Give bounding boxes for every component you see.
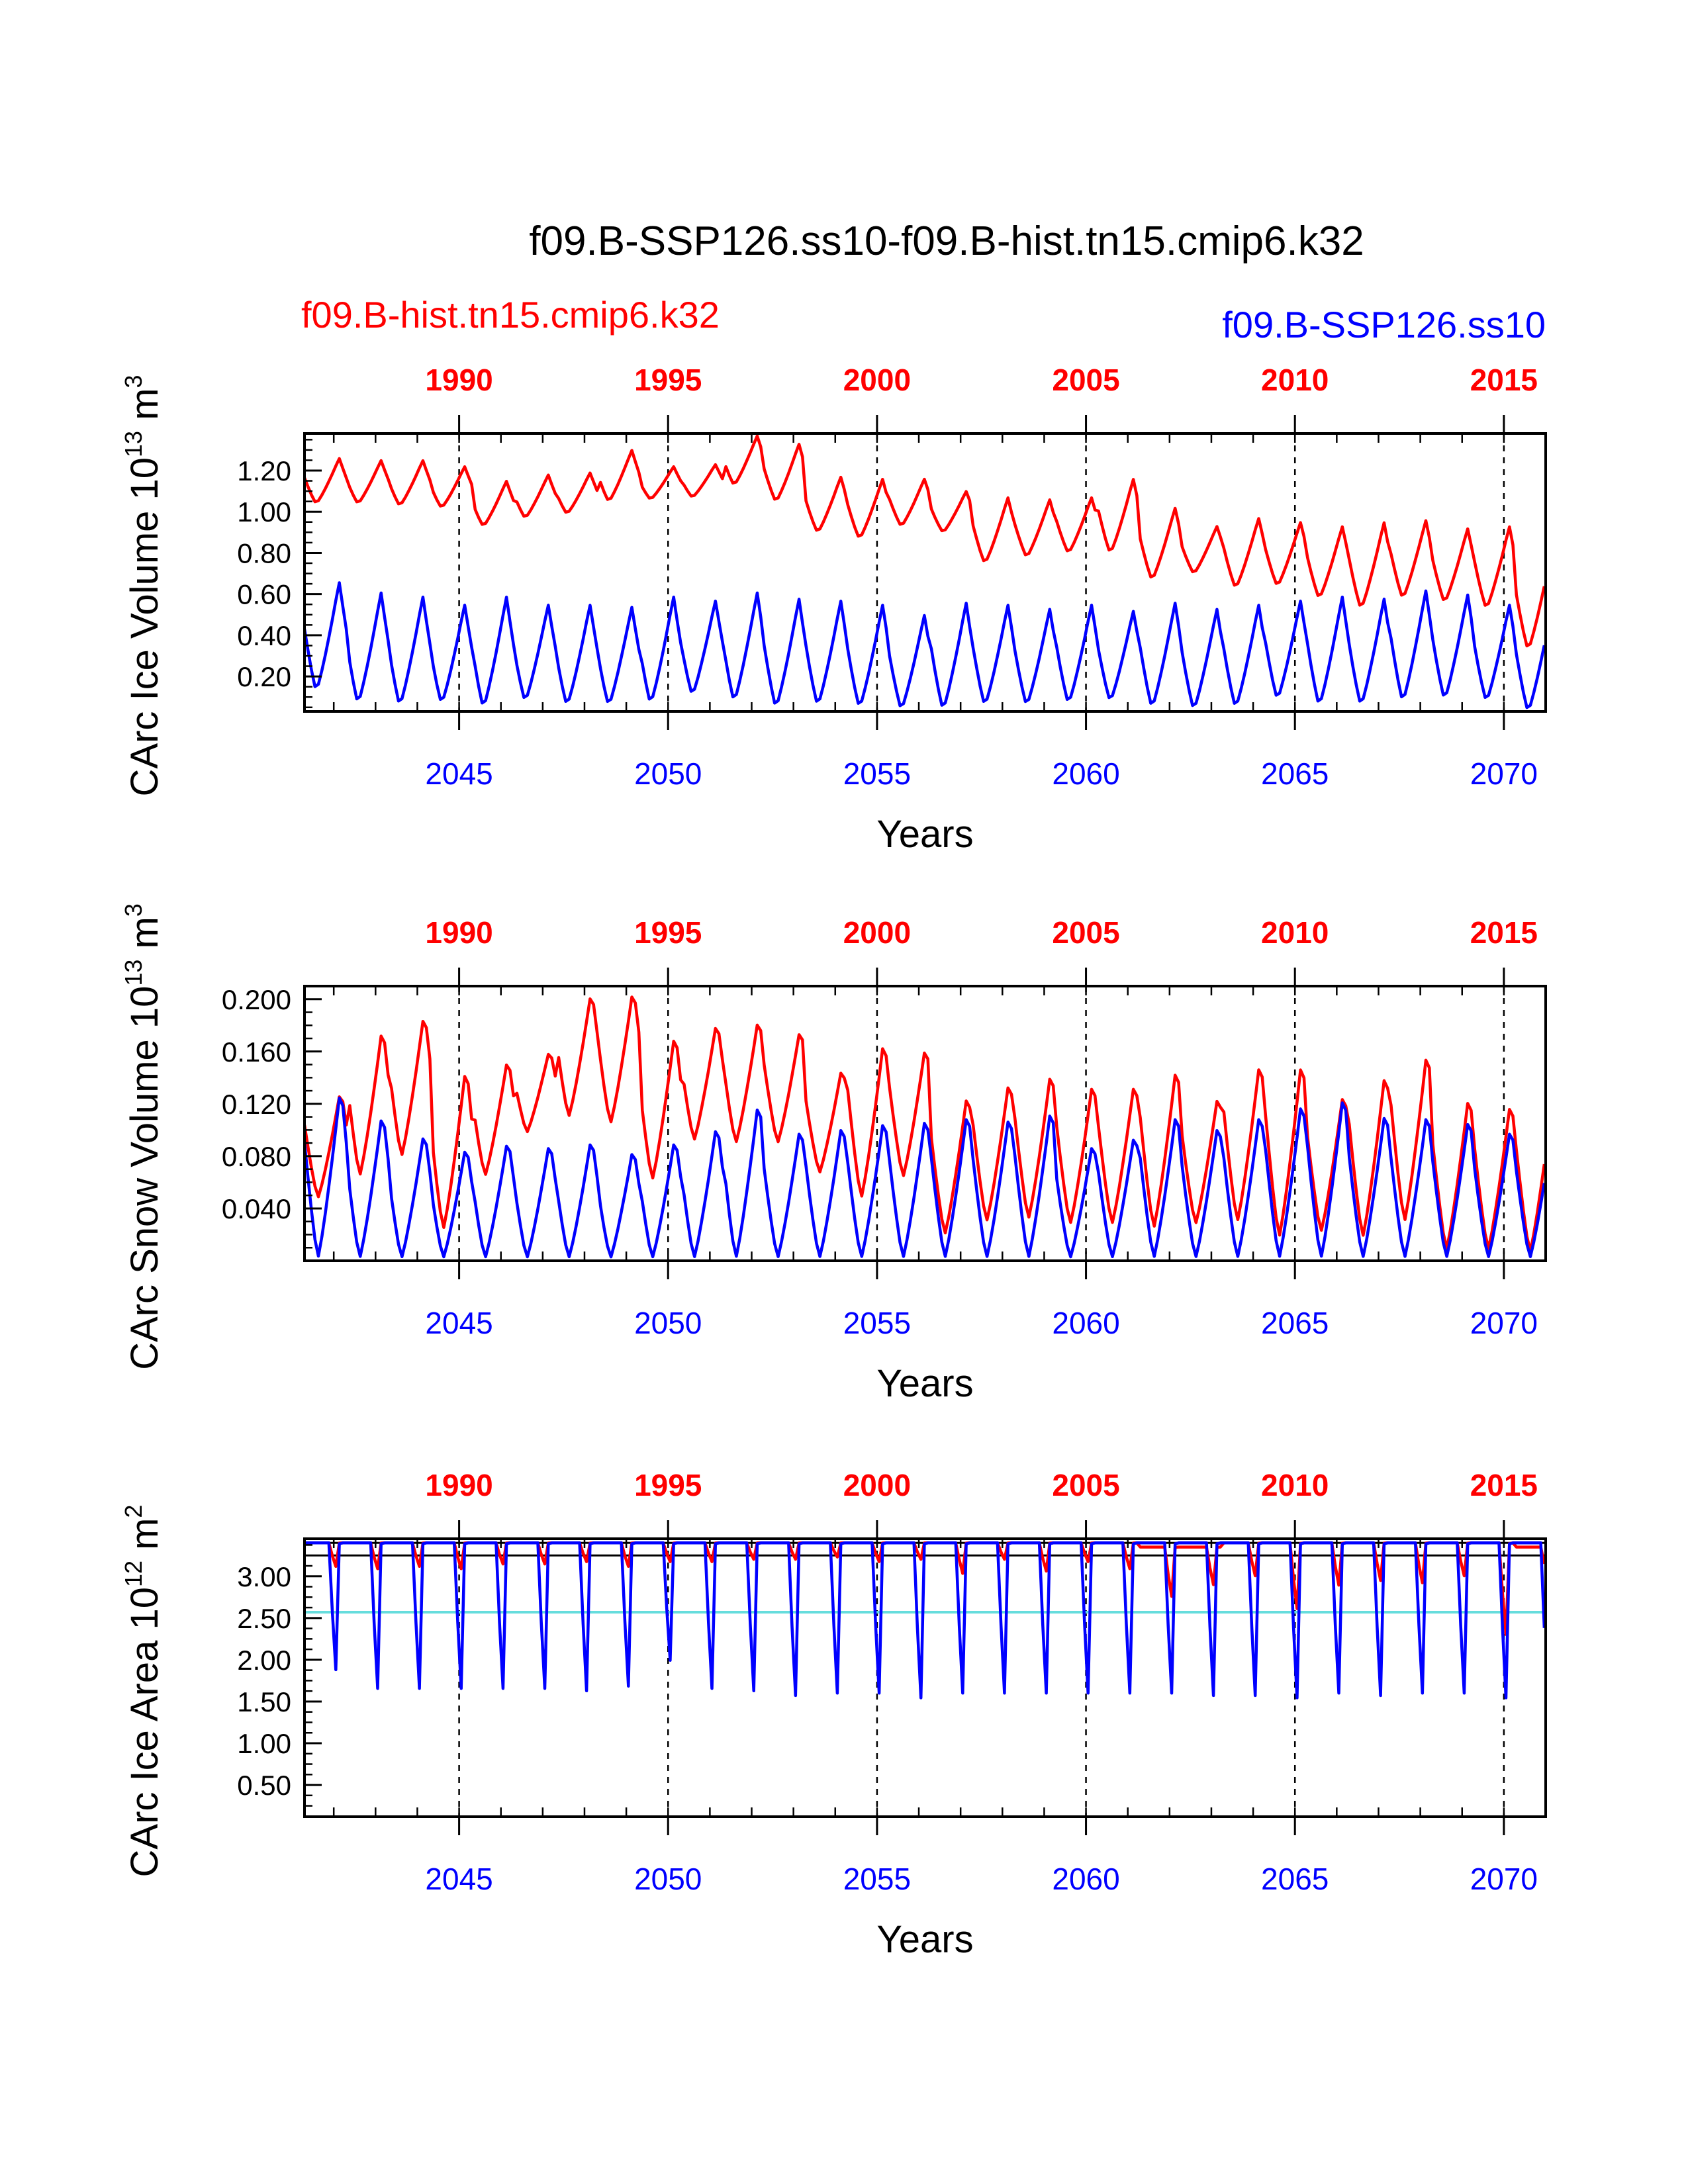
x-axis-label: Years	[876, 813, 973, 856]
bottom-tick-label: 2070	[1470, 756, 1538, 791]
plot-frame	[303, 985, 1547, 1262]
y-tick-label: 0.40	[237, 620, 291, 651]
x-axis-label: Years	[876, 1918, 973, 1961]
bottom-tick-label: 2050	[634, 1306, 702, 1340]
y-tick-label: 1.50	[237, 1686, 291, 1717]
top-tick-label: 2005	[1052, 915, 1119, 950]
y-tick-label: 2.00	[237, 1645, 291, 1676]
bottom-tick-label: 2070	[1470, 1306, 1538, 1340]
series-group	[305, 1541, 1546, 1700]
bottom-tick-label: 2055	[843, 1306, 911, 1340]
top-tick-label: 2015	[1470, 363, 1538, 397]
series-group	[305, 434, 1546, 709]
bottom-tick-label: 2060	[1052, 1306, 1119, 1340]
top-tick-label: 2015	[1470, 1468, 1538, 1502]
bottom-tick-label: 2045	[425, 756, 492, 791]
y-tick-label: 0.50	[237, 1770, 291, 1801]
bottom-tick-label: 2045	[425, 1862, 492, 1896]
bottom-tick-label: 2050	[634, 1862, 702, 1896]
series-line-hist	[305, 434, 1546, 648]
legend-hist-label: f09.B-hist.tn15.cmip6.k32	[301, 294, 720, 336]
y-tick-label: 1.00	[237, 1728, 291, 1759]
y-tick-label: 0.200	[222, 984, 291, 1015]
y-tick-label: 0.080	[222, 1141, 291, 1172]
plot-frame	[303, 1537, 1547, 1818]
y-tick-label: 0.160	[222, 1036, 291, 1068]
series-line-ssp	[305, 1541, 1546, 1700]
top-tick-label: 2015	[1470, 915, 1538, 950]
top-tick-label: 1990	[425, 1468, 492, 1502]
bottom-tick-label: 2070	[1470, 1862, 1538, 1896]
top-tick-label: 1990	[425, 363, 492, 397]
series-line-ssp	[305, 1096, 1546, 1259]
bottom-tick-label: 2045	[425, 1306, 492, 1340]
figure-title: f09.B-SSP126.ss10-f09.B-hist.tn15.cmip6.…	[529, 218, 1364, 264]
y-tick-label: 0.040	[222, 1193, 291, 1224]
series-group	[305, 995, 1546, 1259]
bottom-tick-label: 2050	[634, 756, 702, 791]
top-tick-label: 2010	[1261, 1468, 1329, 1502]
bottom-tick-label: 2055	[843, 756, 911, 791]
top-tick-label: 2000	[843, 915, 911, 950]
snow-volume-panel: 0.040 0.080 0.120 0.160 0.200 2045 2050 2055 206…	[120, 903, 1547, 1405]
legend-ssp-label: f09.B-SSP126.ss10	[1222, 304, 1546, 345]
top-tick-label: 1995	[634, 915, 702, 950]
top-tick-label: 2005	[1052, 363, 1119, 397]
plot-frame	[303, 432, 1547, 713]
y-tick-label: 0.80	[237, 537, 291, 569]
y-tick-label: 0.120	[222, 1089, 291, 1120]
series-line-ssp	[305, 581, 1546, 709]
top-tick-label: 1995	[634, 363, 702, 397]
y-tick-label: 3.00	[237, 1561, 291, 1592]
y-tick-label: 0.20	[237, 661, 291, 692]
bottom-tick-label: 2060	[1052, 756, 1119, 791]
bottom-tick-label: 2065	[1261, 1306, 1329, 1340]
ice-volume-panel: 0.20 0.40 0.60 0.80 1.00 1.20 2045 2050 2055 2060…	[120, 363, 1547, 856]
y-tick-label: 0.60	[237, 579, 291, 610]
top-tick-label: 1990	[425, 915, 492, 950]
top-tick-label: 2005	[1052, 1468, 1119, 1502]
top-tick-label: 2010	[1261, 915, 1329, 950]
bottom-tick-label: 2055	[843, 1862, 911, 1896]
y-tick-label: 1.20	[237, 455, 291, 486]
bottom-tick-label: 2065	[1261, 756, 1329, 791]
y-tick-label: 2.50	[237, 1603, 291, 1634]
top-tick-label: 2000	[843, 363, 911, 397]
top-tick-label: 1995	[634, 1468, 702, 1502]
y-axis-label: CArc Ice Area 1012 m2	[120, 1505, 166, 1878]
bottom-tick-label: 2065	[1261, 1862, 1329, 1896]
top-tick-label: 2000	[843, 1468, 911, 1502]
y-tick-label: 1.00	[237, 496, 291, 527]
top-tick-label: 2010	[1261, 363, 1329, 397]
bottom-tick-label: 2060	[1052, 1862, 1119, 1896]
y-axis-label: CArc Ice Volume 1013 m3	[120, 375, 166, 796]
y-axis-label: CArc Snow Volume 1013 m3	[120, 903, 166, 1370]
ice-area-panel: 0.50 1.00 1.50 2.00 2.50 3.00 2045 2050 2055 2060…	[120, 1468, 1547, 1961]
x-axis-label: Years	[876, 1362, 973, 1405]
